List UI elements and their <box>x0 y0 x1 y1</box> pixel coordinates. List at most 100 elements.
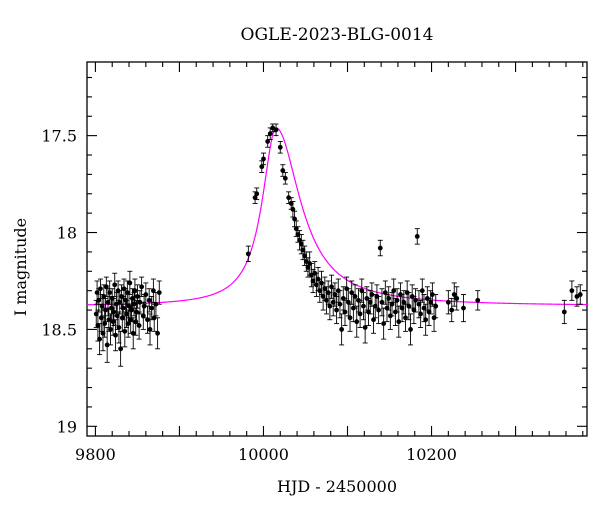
data-point <box>135 294 140 299</box>
data-point <box>310 278 316 284</box>
data-point <box>399 305 405 311</box>
data-point <box>254 191 260 197</box>
data-point <box>449 307 455 313</box>
data-point <box>114 313 120 319</box>
data-point <box>130 330 136 336</box>
data-point <box>381 321 387 327</box>
data-point <box>252 195 258 201</box>
data-point <box>386 296 392 301</box>
data-point <box>334 307 339 313</box>
data-point <box>305 265 311 270</box>
model-curve-layer <box>86 127 587 306</box>
data-point <box>418 311 424 317</box>
data-point <box>267 131 273 137</box>
data-point <box>245 251 251 257</box>
data-point <box>332 292 338 297</box>
data-point <box>94 290 100 296</box>
x-tick-label: 10200 <box>406 445 457 464</box>
data-point <box>361 303 366 309</box>
data-point <box>149 305 155 311</box>
data-point <box>389 301 395 307</box>
plot-frame <box>86 61 588 437</box>
data-point <box>280 168 286 173</box>
data-point <box>401 299 407 305</box>
data-point <box>396 319 402 325</box>
data-point <box>151 315 157 321</box>
data-point <box>376 307 381 313</box>
data-point <box>145 317 150 323</box>
data-point <box>147 327 153 332</box>
data-point <box>131 301 137 307</box>
data-point <box>362 325 368 330</box>
data-point <box>100 330 106 336</box>
data-point <box>125 321 131 327</box>
data-point <box>367 299 373 305</box>
chart-title: OGLE-2023-BLG-0014 <box>241 25 434 45</box>
data-point <box>327 303 333 309</box>
data-point <box>423 317 429 323</box>
x-tick-label: 10000 <box>238 445 289 464</box>
y-tick-label: 17.5 <box>41 127 77 146</box>
data-point <box>433 303 439 309</box>
data-point <box>111 309 117 315</box>
data-point <box>329 284 334 290</box>
data-point <box>394 297 400 303</box>
data-point <box>134 309 139 315</box>
data-point <box>120 305 126 311</box>
data-point <box>122 328 128 334</box>
data-point <box>103 284 109 290</box>
data-points-layer <box>93 123 583 367</box>
data-point <box>366 309 371 315</box>
data-point <box>403 315 408 321</box>
data-point <box>290 206 296 212</box>
data-point <box>337 301 343 307</box>
y-tick-label: 18 <box>57 224 77 243</box>
data-point <box>295 232 301 237</box>
data-point <box>414 234 420 239</box>
data-point <box>342 309 348 315</box>
data-point <box>118 346 124 352</box>
data-point <box>408 327 413 332</box>
data-point <box>99 303 105 309</box>
data-point <box>146 297 152 303</box>
y-tick-label: 18.5 <box>41 320 77 339</box>
data-point <box>95 323 101 328</box>
data-point <box>124 290 130 296</box>
data-point <box>372 303 378 309</box>
x-tick-label: 9800 <box>75 445 116 464</box>
data-point <box>288 201 294 206</box>
data-point <box>153 301 159 307</box>
data-point <box>282 175 288 181</box>
y-axis-label: I magnitude <box>11 218 30 316</box>
data-point <box>102 321 108 327</box>
data-point <box>265 139 271 144</box>
data-point <box>577 292 583 297</box>
data-point <box>132 288 138 294</box>
data-point <box>292 216 297 222</box>
data-point <box>411 307 417 313</box>
data-point <box>127 280 133 286</box>
data-point <box>416 301 422 307</box>
data-point <box>107 290 113 296</box>
data-point <box>354 319 360 325</box>
data-point <box>129 307 134 313</box>
data-point <box>330 299 336 305</box>
data-point <box>419 288 425 294</box>
data-point <box>137 299 143 305</box>
plot-area <box>86 61 588 437</box>
data-point <box>298 241 304 247</box>
data-point <box>116 325 122 330</box>
data-point <box>273 127 279 133</box>
data-point <box>314 282 319 288</box>
data-point <box>112 282 118 288</box>
data-point <box>454 296 460 301</box>
data-point <box>156 290 162 296</box>
data-point <box>286 195 292 201</box>
data-point <box>428 299 434 305</box>
data-point <box>382 290 388 296</box>
data-point <box>261 156 266 162</box>
data-point <box>371 317 376 323</box>
data-point <box>143 292 149 297</box>
data-point <box>97 336 103 342</box>
